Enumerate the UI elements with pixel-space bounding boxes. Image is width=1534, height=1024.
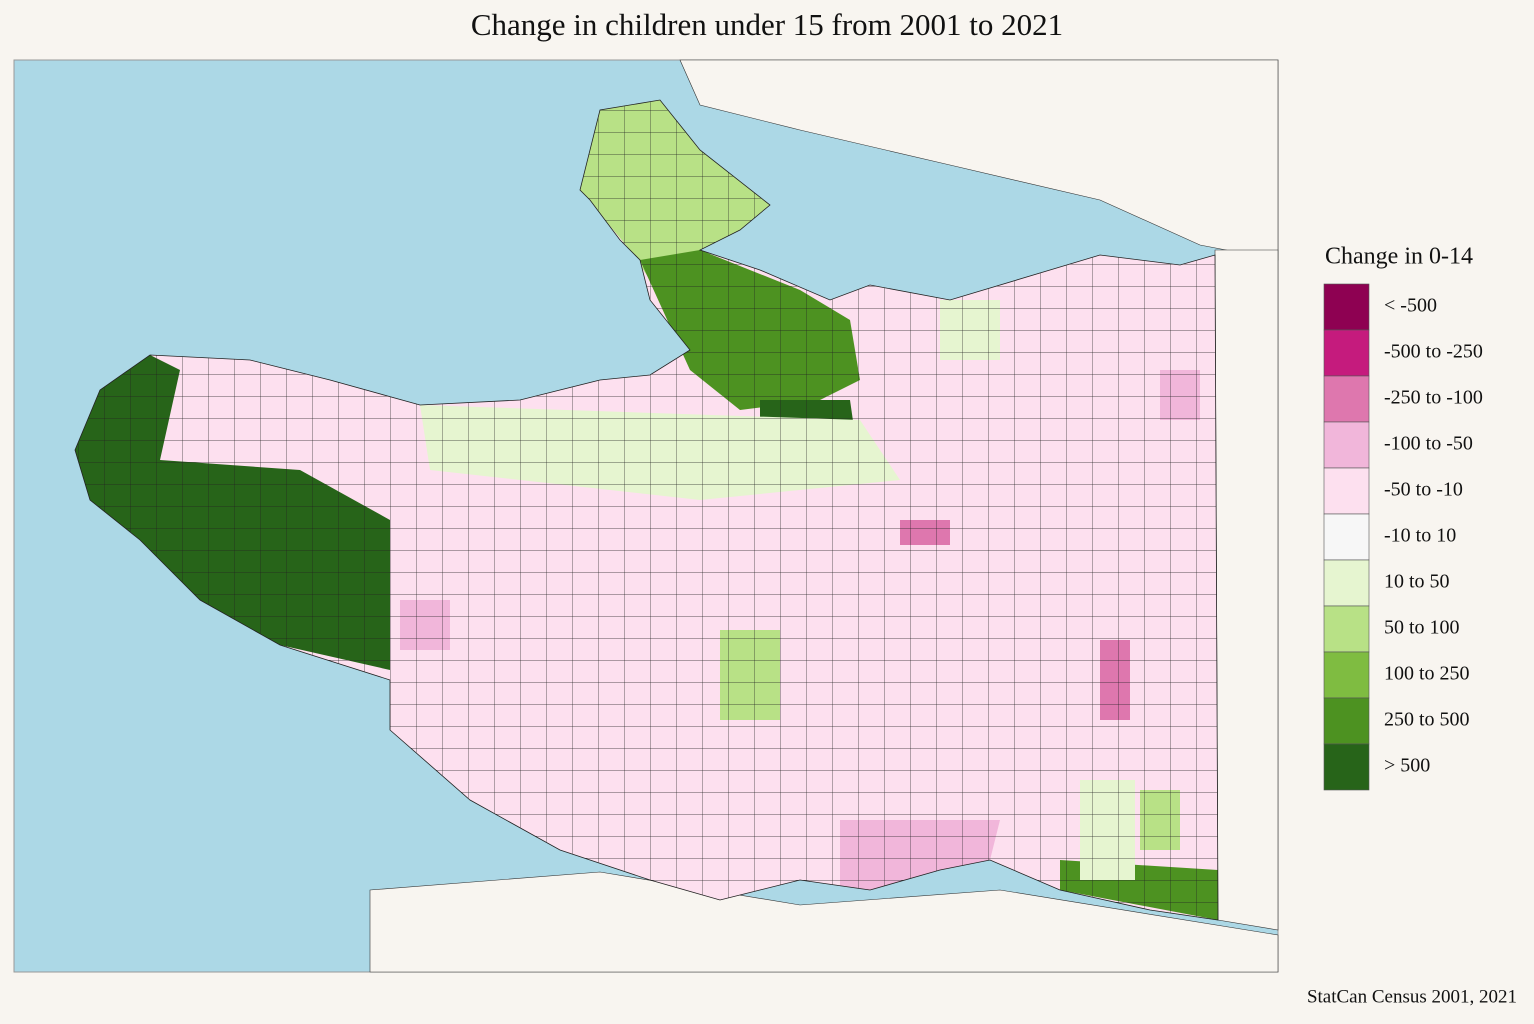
legend-label: -50 to -10 (1384, 479, 1463, 501)
legend-label: 250 to 500 (1384, 709, 1470, 731)
legend-swatch (1323, 421, 1370, 469)
source-caption: StatCan Census 2001, 2021 (1307, 986, 1517, 1007)
legend-swatch (1323, 697, 1370, 745)
map (13, 59, 1279, 973)
legend-swatch (1323, 651, 1370, 699)
legend-label: 50 to 100 (1384, 617, 1460, 639)
legend-swatch (1323, 329, 1370, 377)
legend-label: -500 to -250 (1384, 341, 1483, 363)
legend-label: -250 to -100 (1384, 387, 1483, 409)
legend: < -500 -500 to -250 -250 to -100 -100 to -5… (1323, 283, 1483, 791)
legend-swatch (1323, 283, 1370, 331)
richmond (369, 871, 1279, 973)
legend-label: > 500 (1384, 755, 1430, 777)
north-shore (679, 59, 1279, 261)
burnaby (1214, 249, 1279, 931)
legend-label: 10 to 50 (1384, 571, 1450, 593)
legend-swatch (1323, 605, 1370, 653)
legend-swatch (1323, 467, 1370, 515)
legend-label: -10 to 10 (1384, 525, 1456, 547)
map-title: Change in children under 15 from 2001 to… (471, 7, 1063, 42)
legend-title: Change in 0-14 (1325, 244, 1473, 270)
legend-label: -100 to -50 (1384, 433, 1473, 455)
legend-swatch (1323, 375, 1370, 423)
legend-swatch (1323, 743, 1370, 791)
legend-swatch (1323, 513, 1370, 561)
legend-swatch (1323, 559, 1370, 607)
legend-label: < -500 (1384, 295, 1437, 317)
legend-label: 100 to 250 (1384, 663, 1470, 685)
